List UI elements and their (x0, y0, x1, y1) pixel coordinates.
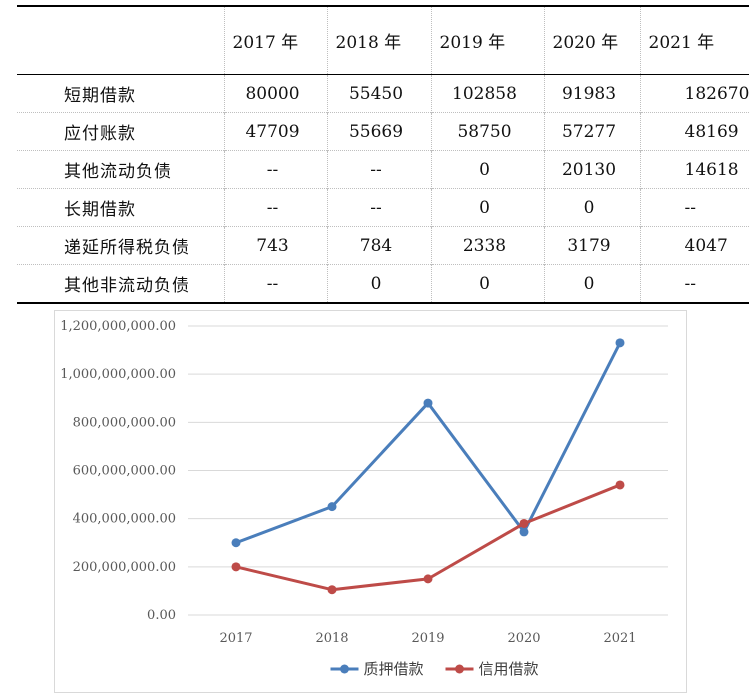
table-row: 其他流动负债 -- -- 0 20130 14618 (17, 150, 749, 189)
table-cell: -- (223, 264, 327, 303)
legend-marker (340, 664, 349, 674)
data-point (519, 518, 529, 528)
table-cell: 0 (543, 188, 640, 227)
table-header-year: 2021 年 (639, 6, 749, 75)
data-point (423, 398, 433, 408)
y-tick-label: 800,000,000.00 (73, 415, 176, 430)
x-tick-label: 2019 (411, 631, 444, 646)
data-point (231, 562, 241, 572)
x-tick-label: 2017 (219, 631, 252, 646)
table-cell: -- (223, 188, 327, 227)
table-cell: 80000 (223, 74, 327, 113)
table-cell: 20130 (543, 150, 640, 189)
table-cell: 102858 (430, 74, 544, 113)
table-cell: 47709 (223, 112, 327, 151)
table-cell: 743 (223, 226, 327, 265)
table-cell: 55669 (326, 112, 431, 151)
table-cell: 4047 (639, 226, 749, 265)
legend-label: 质押借款 (364, 660, 424, 678)
chart-canvas: 0.00 200,000,000.00 400,000,000.00 600,000,… (60, 319, 668, 678)
x-tick-label: 2021 (603, 631, 636, 646)
table-row: 应付账款 47709 55669 58750 57277 48169 (17, 112, 749, 151)
x-tick-label: 2020 (507, 631, 540, 646)
x-tick-label: 2018 (315, 631, 348, 646)
table-cell: 0 (326, 264, 431, 303)
data-point (423, 574, 433, 584)
table-cell: 2338 (430, 226, 544, 265)
table-cell: -- (639, 264, 749, 303)
y-tick-label: 0.00 (147, 608, 176, 623)
y-tick-label: 200,000,000.00 (73, 560, 176, 575)
table-cell: 91983 (543, 74, 640, 113)
table-cell: 182670 (639, 74, 749, 113)
data-point (327, 502, 337, 512)
table-cell: -- (326, 188, 431, 227)
table-row: 其他非流动负债 -- 0 0 0 -- (17, 264, 749, 303)
table-cell: 0 (430, 264, 544, 303)
table-cell: 14618 (639, 150, 749, 189)
table-cell: 0 (543, 264, 640, 303)
table-cell: 0 (430, 150, 544, 189)
table-header-corner (17, 6, 224, 75)
data-point (519, 527, 529, 537)
table-cell: 55450 (326, 74, 431, 113)
table-header-year: 2020 年 (543, 6, 640, 75)
row-label: 应付账款 (17, 112, 224, 151)
data-point (615, 338, 625, 348)
table-header-year: 2017 年 (223, 6, 327, 75)
series-line (234, 341, 622, 545)
table-row: 递延所得税负债 743 784 2338 3179 4047 (17, 226, 749, 265)
legend-label: 信用借款 (479, 660, 539, 678)
row-label: 其他流动负债 (17, 150, 224, 189)
series-line (234, 483, 622, 592)
row-label: 短期借款 (64, 86, 136, 106)
table-cell: 3179 (543, 226, 640, 265)
data-point (615, 480, 625, 490)
liabilities-table-container: 2017 年 2018 年 2019 年 2020 年 2021 年 短期借款 … (17, 5, 749, 304)
table-cell: -- (326, 150, 431, 189)
y-tick-label: 600,000,000.00 (73, 464, 176, 479)
row-label: 长期借款 (17, 188, 224, 227)
table-cell: 0 (430, 188, 544, 227)
table-cell: -- (223, 150, 327, 189)
y-tick-label: 1,200,000,000.00 (60, 319, 176, 334)
table-row: 长期借款 -- -- 0 0 -- (17, 188, 749, 227)
table-header-row: 2017 年 2018 年 2019 年 2020 年 2021 年 (17, 6, 749, 75)
loan-line-chart: 0.00 200,000,000.00 400,000,000.00 600,000,… (54, 310, 687, 693)
data-point (327, 585, 337, 595)
y-tick-label: 400,000,000.00 (73, 512, 176, 527)
table-cell: 58750 (430, 112, 544, 151)
legend-marker (455, 664, 464, 674)
liabilities-table: 2017 年 2018 年 2019 年 2020 年 2021 年 短期借款 … (17, 5, 749, 304)
row-label: 其他非流动负债 (17, 264, 224, 303)
data-point (231, 538, 241, 548)
table-header-year: 2019 年 (430, 6, 544, 75)
table-row: 短期借款 80000 55450 102858 91983 182670 (17, 74, 749, 113)
table-cell: -- (639, 188, 749, 227)
y-tick-label: 1,000,000,000.00 (60, 367, 176, 382)
table-cell: 784 (326, 226, 431, 265)
row-label: 递延所得税负债 (17, 226, 224, 265)
table-header-year: 2018 年 (326, 6, 431, 75)
table-cell: 48169 (639, 112, 749, 151)
table-cell: 57277 (543, 112, 640, 151)
